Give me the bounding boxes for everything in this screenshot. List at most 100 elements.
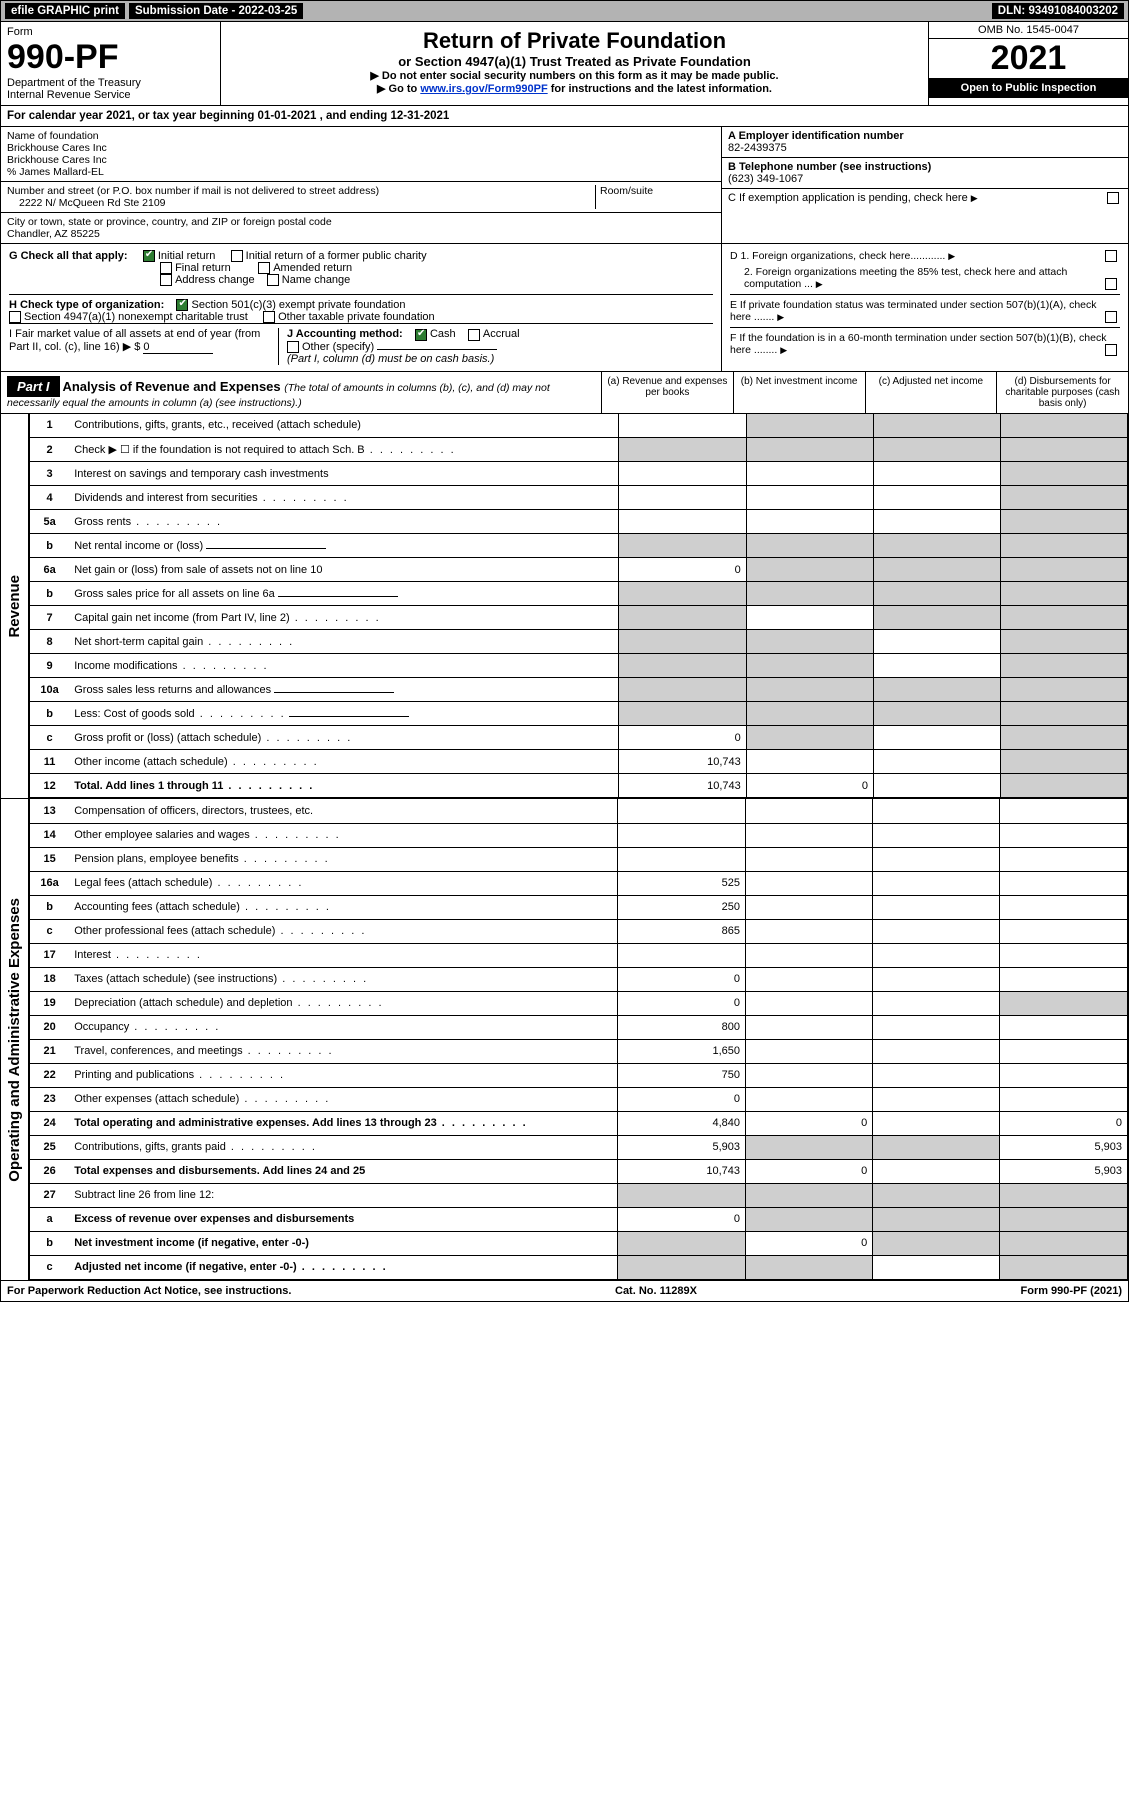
form-number: 990-PF — [7, 38, 214, 77]
h-4947-checkbox[interactable] — [9, 311, 21, 323]
name-row: Name of foundation Brickhouse Cares Inc … — [1, 127, 721, 182]
h-501c3-checkbox[interactable] — [176, 299, 188, 311]
part1-header: Part I Analysis of Revenue and Expenses … — [0, 372, 1129, 414]
table-row: cAdjusted net income (if negative, enter… — [30, 1255, 1128, 1279]
table-row: 25Contributions, gifts, grants paid5,903… — [30, 1135, 1128, 1159]
table-row: bNet investment income (if negative, ent… — [30, 1231, 1128, 1255]
omb: OMB No. 1545-0047 — [929, 22, 1128, 39]
open-inspection: Open to Public Inspection — [929, 78, 1128, 98]
g-former-checkbox[interactable] — [231, 250, 243, 262]
c-label: C If exemption application is pending, c… — [728, 192, 968, 204]
city-row: City or town, state or province, country… — [1, 213, 721, 243]
g-opt4: Address change — [175, 274, 255, 286]
table-row: 14Other employee salaries and wages — [30, 823, 1128, 847]
footer: For Paperwork Reduction Act Notice, see … — [0, 1281, 1129, 1302]
tax-year: 2021 — [929, 39, 1128, 78]
revenue-sidelabel: Revenue — [1, 414, 29, 799]
g-row: G Check all that apply: Initial return I… — [9, 250, 713, 286]
e-checkbox[interactable] — [1105, 311, 1117, 323]
f-checkbox[interactable] — [1105, 344, 1117, 356]
j-accrual-checkbox[interactable] — [468, 329, 480, 341]
i-label: I Fair market value of all assets at end… — [9, 328, 260, 353]
table-row: bNet rental income or (loss) — [30, 534, 1128, 558]
j-other-checkbox[interactable] — [287, 341, 299, 353]
form-subtitle: or Section 4947(a)(1) Trust Treated as P… — [227, 54, 922, 69]
table-row: 12Total. Add lines 1 through 1110,7430 — [30, 774, 1128, 798]
d1: D 1. Foreign organizations, check here..… — [730, 250, 1120, 262]
c-row: C If exemption application is pending, c… — [722, 189, 1128, 207]
table-row: 9Income modifications — [30, 654, 1128, 678]
e: E If private foundation status was termi… — [730, 294, 1120, 323]
note2a: ▶ Go to — [377, 83, 420, 95]
g-opt1: Initial return of a former public charit… — [246, 250, 427, 262]
phone-label: B Telephone number (see instructions) — [728, 161, 931, 173]
g-initial-checkbox[interactable] — [143, 250, 155, 262]
table-row: 15Pension plans, employee benefits — [30, 847, 1128, 871]
topbar: efile GRAPHIC print Submission Date - 20… — [0, 0, 1129, 22]
j-cash-checkbox[interactable] — [415, 329, 427, 341]
table-row: 21Travel, conferences, and meetings1,650 — [30, 1039, 1128, 1063]
g-address-checkbox[interactable] — [160, 274, 172, 286]
table-row: 20Occupancy800 — [30, 1015, 1128, 1039]
phone-row: B Telephone number (see instructions) (6… — [722, 158, 1128, 189]
ein-label: A Employer identification number — [728, 130, 904, 142]
foundation-name2: Brickhouse Cares Inc — [7, 154, 715, 166]
part1-tag: Part I — [7, 376, 60, 397]
g-amended-checkbox[interactable] — [258, 262, 270, 274]
addr-row: Number and street (or P.O. box number if… — [1, 182, 721, 213]
table-row: cOther professional fees (attach schedul… — [30, 919, 1128, 943]
ij-row: I Fair market value of all assets at end… — [9, 323, 713, 364]
j-other-blank — [377, 349, 497, 350]
table-row: bGross sales price for all assets on lin… — [30, 582, 1128, 606]
g-name-checkbox[interactable] — [267, 274, 279, 286]
col-d-hdr: (d) Disbursements for charitable purpose… — [996, 372, 1128, 413]
footer-mid: Cat. No. 11289X — [615, 1285, 697, 1297]
table-row: 26Total expenses and disbursements. Add … — [30, 1159, 1128, 1183]
table-row: 18Taxes (attach schedule) (see instructi… — [30, 967, 1128, 991]
c-checkbox[interactable] — [1107, 192, 1119, 204]
table-row: 24Total operating and administrative exp… — [30, 1111, 1128, 1135]
revenue-label: Revenue — [6, 575, 23, 638]
f: F If the foundation is in a 60-month ter… — [730, 327, 1120, 356]
table-row: 1Contributions, gifts, grants, etc., rec… — [30, 414, 1128, 438]
arrow-icon — [777, 311, 784, 323]
expenses-label: Operating and Administrative Expenses — [6, 898, 23, 1182]
i-value: 0 — [143, 341, 213, 354]
d1-text: D 1. Foreign organizations, check here..… — [730, 250, 945, 262]
h-opt3: Other taxable private foundation — [278, 311, 435, 323]
id-left: Name of foundation Brickhouse Cares Inc … — [1, 127, 721, 243]
header-left: Form 990-PF Department of the Treasury I… — [1, 22, 221, 105]
part1-left: Part I Analysis of Revenue and Expenses … — [1, 372, 601, 413]
table-row: 6aNet gain or (loss) from sale of assets… — [30, 558, 1128, 582]
j-label: J Accounting method: — [287, 328, 403, 340]
room-label: Room/suite — [595, 185, 715, 209]
d1-checkbox[interactable] — [1105, 250, 1117, 262]
table-row: 3Interest on savings and temporary cash … — [30, 462, 1128, 486]
checks-block: G Check all that apply: Initial return I… — [0, 244, 1129, 372]
part1-title: Analysis of Revenue and Expenses — [62, 379, 284, 394]
header-center: Return of Private Foundation or Section … — [221, 22, 928, 105]
g-final-checkbox[interactable] — [160, 262, 172, 274]
table-row: 2Check ▶ ☐ if the foundation is not requ… — [30, 438, 1128, 462]
d2-checkbox[interactable] — [1105, 278, 1117, 290]
phone: (623) 349-1067 — [728, 173, 803, 185]
care-of: % James Mallard-EL — [7, 166, 715, 178]
h-opt2: Section 4947(a)(1) nonexempt charitable … — [24, 311, 248, 323]
foundation-name1: Brickhouse Cares Inc — [7, 142, 715, 154]
note1: ▶ Do not enter social security numbers o… — [227, 69, 922, 82]
footer-left: For Paperwork Reduction Act Notice, see … — [7, 1285, 291, 1297]
name-label: Name of foundation — [7, 130, 715, 142]
h-other-checkbox[interactable] — [263, 311, 275, 323]
j-other: Other (specify) — [302, 341, 374, 353]
irs-link[interactable]: www.irs.gov/Form990PF — [420, 83, 547, 95]
table-row: aExcess of revenue over expenses and dis… — [30, 1207, 1128, 1231]
ein: 82-2439375 — [728, 142, 787, 154]
arrow-icon — [948, 250, 955, 262]
arrow-icon — [780, 344, 787, 356]
col-a-hdr: (a) Revenue and expenses per books — [601, 372, 733, 413]
table-row: 11Other income (attach schedule)10,743 — [30, 750, 1128, 774]
table-row: 27Subtract line 26 from line 12: — [30, 1183, 1128, 1207]
h-opt1: Section 501(c)(3) exempt private foundat… — [191, 299, 405, 311]
footer-right: Form 990-PF (2021) — [1021, 1285, 1122, 1297]
col-b-hdr: (b) Net investment income — [733, 372, 865, 413]
